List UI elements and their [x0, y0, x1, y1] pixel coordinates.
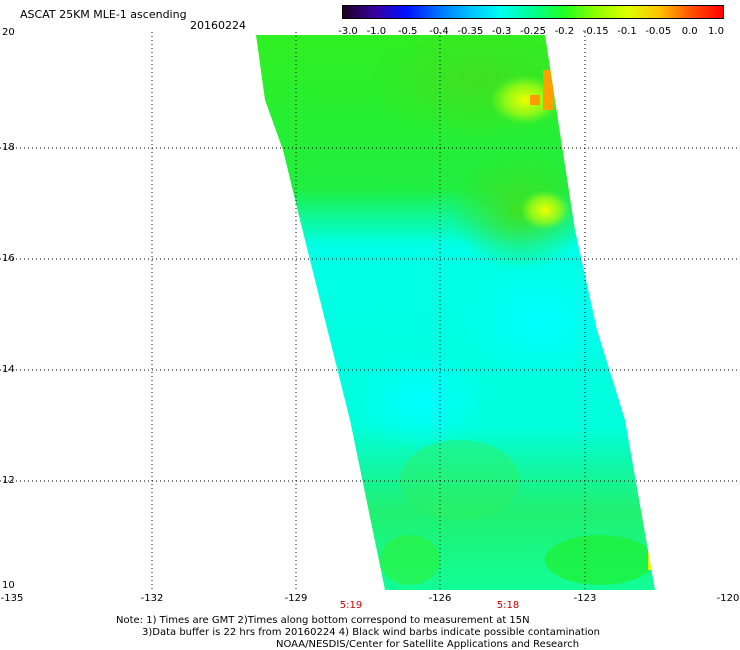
- grid: [0, 32, 740, 590]
- lon-tick: -132: [140, 593, 164, 604]
- colorbar-tick-label: -0.2: [554, 26, 575, 37]
- colorbar-tick-label: -0.05: [645, 26, 672, 37]
- lat-tick: 16: [2, 253, 15, 264]
- note-line-1: Note: 1) Times are GMT 2)Times along bot…: [116, 615, 530, 626]
- swath: [256, 35, 655, 590]
- lat-tick: 18: [2, 142, 15, 153]
- colorbar-tick-label: -3.0: [338, 26, 358, 37]
- lat-tick: 14: [2, 364, 15, 375]
- colorbar: [342, 5, 724, 19]
- colorbar-tick-label: -1.0: [366, 26, 387, 37]
- lon-tick: -135: [0, 593, 24, 604]
- note-line-2: 3)Data buffer is 22 hrs from 20160224 4)…: [142, 627, 600, 638]
- time-label: 5:18: [496, 600, 520, 611]
- map-title: ASCAT 25KM MLE-1 ascending: [20, 8, 187, 21]
- colorbar-tick-label: -0.3: [491, 26, 512, 37]
- colorbar-tick-label: -0.4: [429, 26, 449, 37]
- lat-tick: 20: [2, 27, 15, 38]
- colorbar-tick-label: -0.15: [582, 26, 609, 37]
- lon-tick: -129: [284, 593, 308, 604]
- colorbar-tick-label: -0.5: [397, 26, 418, 37]
- colorbar-tick-label: -0.25: [520, 26, 546, 37]
- lat-tick: 10: [2, 580, 15, 591]
- colorbar-tick-label: 0.0: [681, 26, 698, 37]
- colorbar-tick-label: -0.1: [617, 26, 637, 37]
- note-line-3: NOAA/NESDIS/Center for Satellite Applica…: [276, 639, 580, 650]
- colorbar-tick-label: 1.0: [708, 26, 724, 37]
- time-label: 5:19: [339, 600, 363, 611]
- lon-tick: -126: [428, 593, 452, 604]
- map-date: 20160224: [190, 19, 246, 32]
- lon-tick: -120: [716, 593, 740, 604]
- colorbar-tick-label: -0.35: [457, 26, 484, 37]
- lon-tick: -123: [573, 593, 597, 604]
- lat-tick: 12: [2, 475, 15, 486]
